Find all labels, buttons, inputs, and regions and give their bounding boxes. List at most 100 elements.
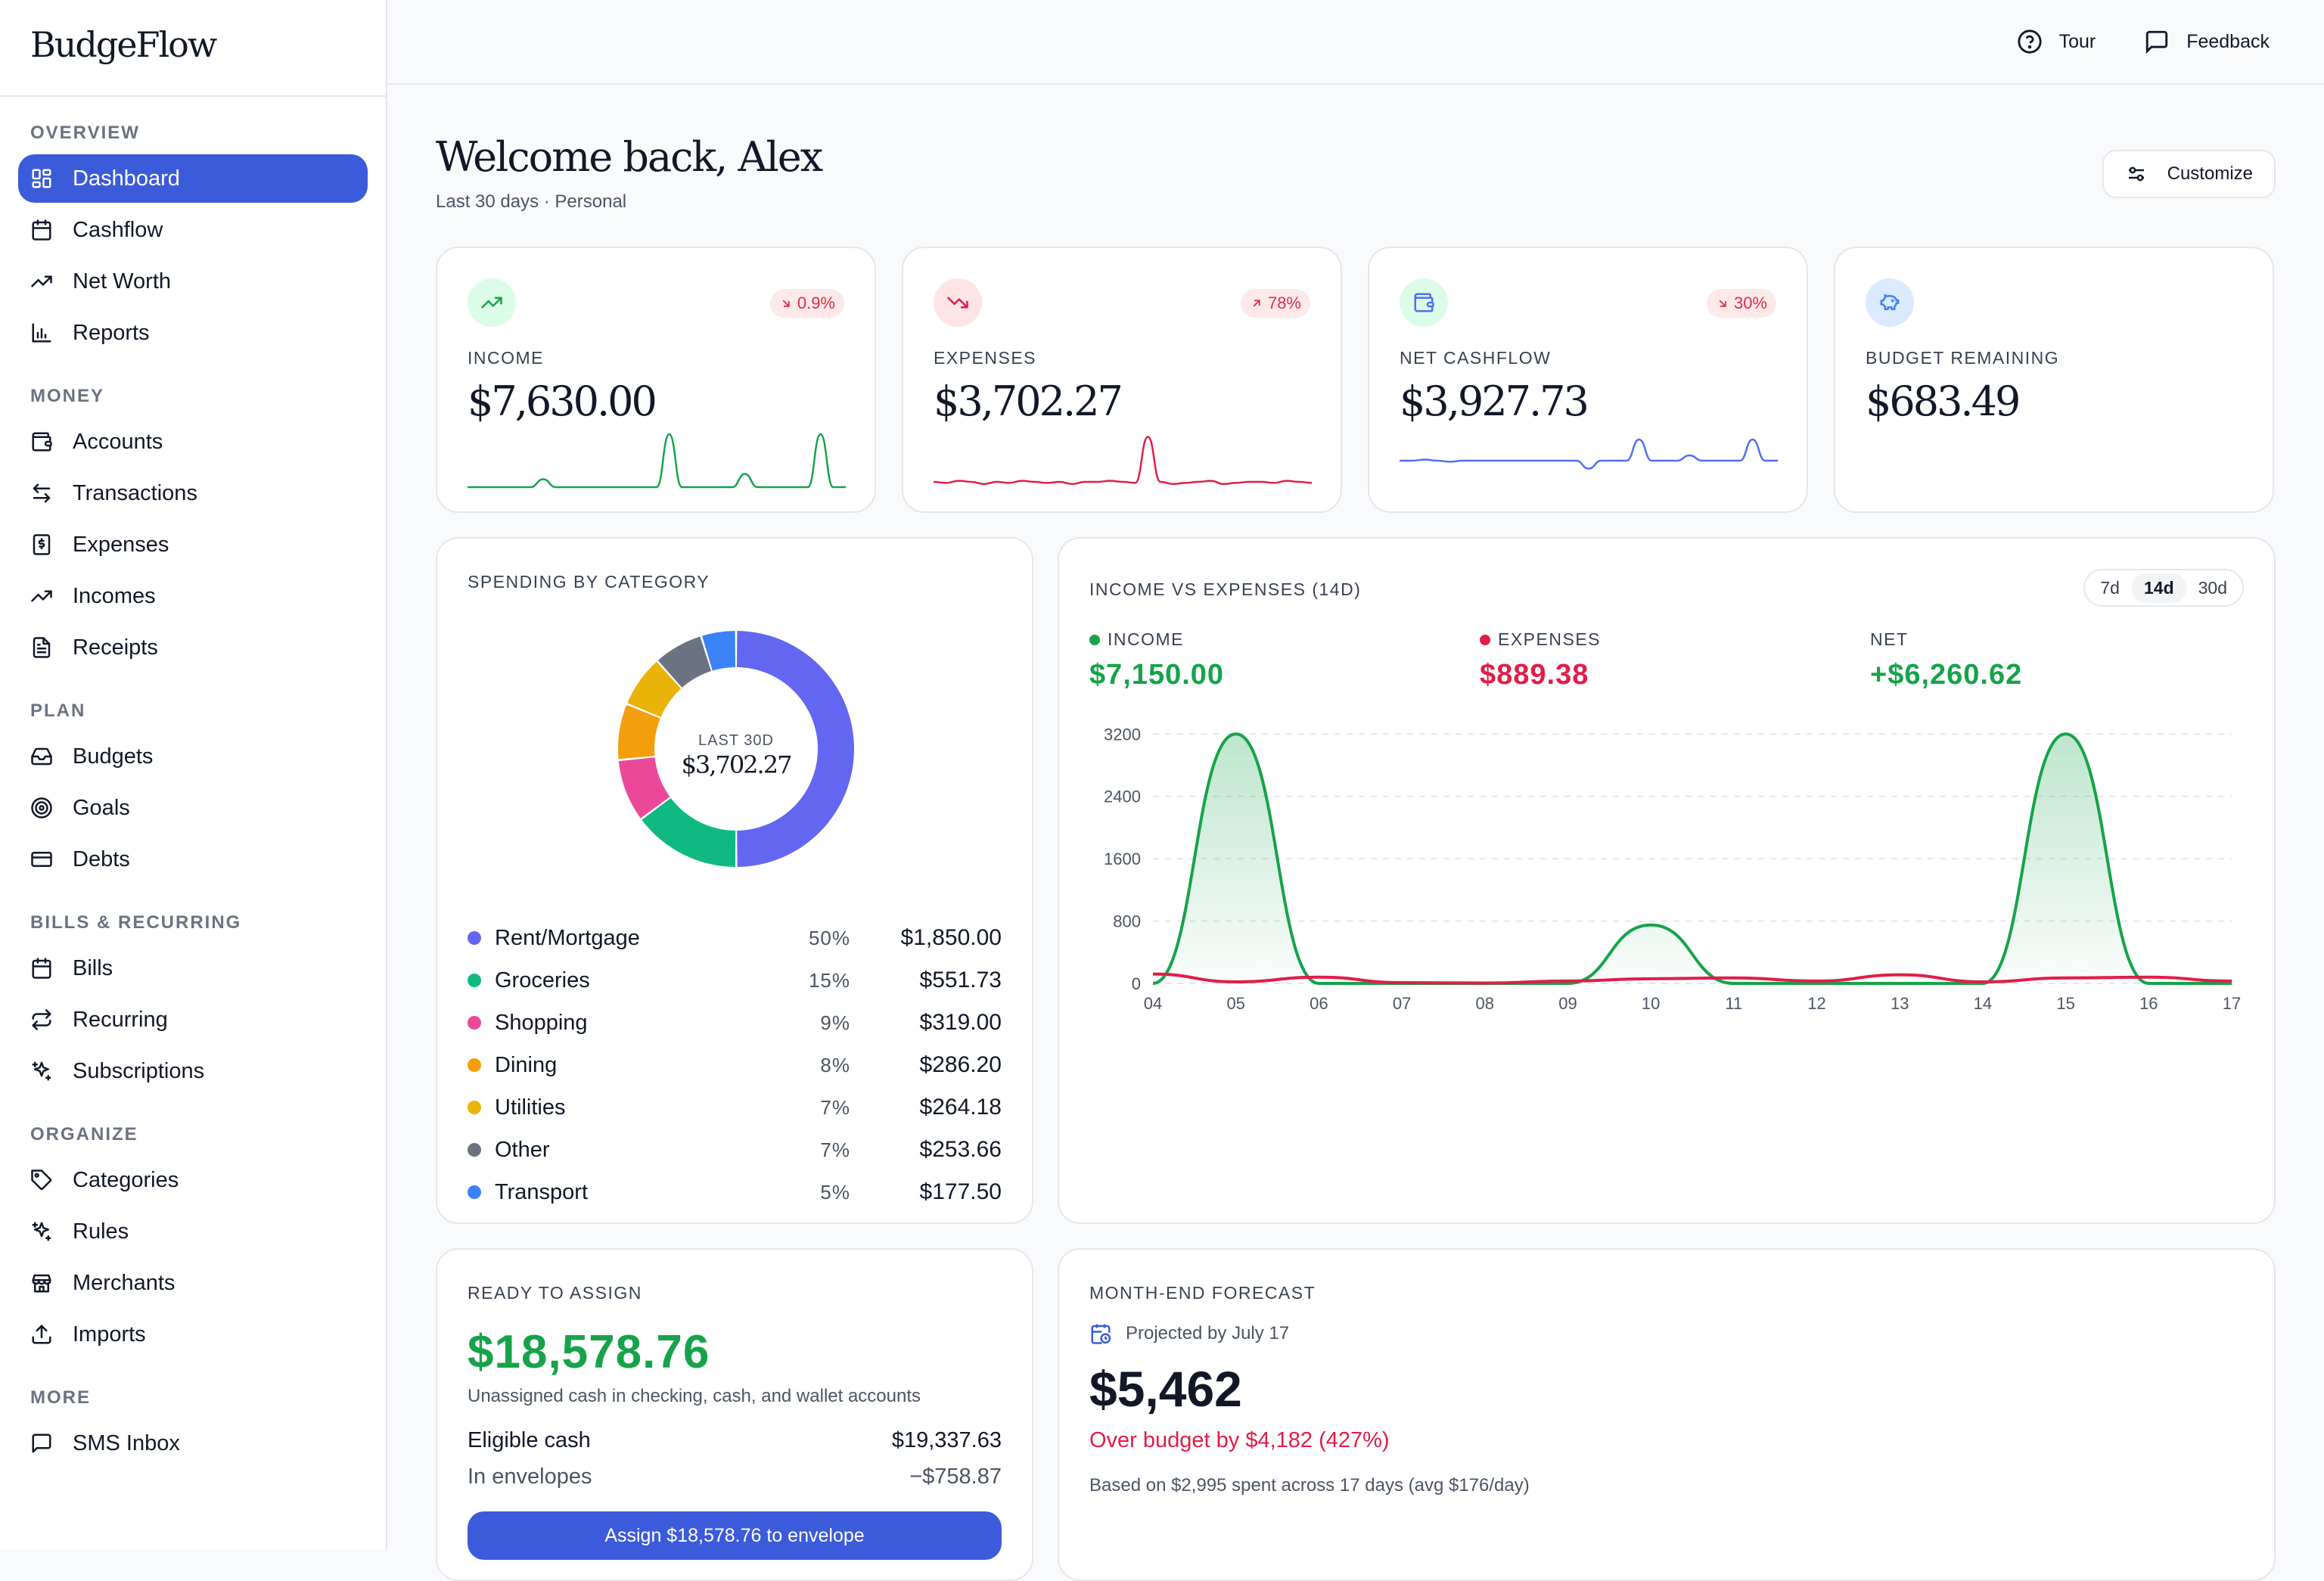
help-circle-icon	[2017, 30, 2042, 54]
range-option-30d[interactable]: 30d	[2198, 577, 2227, 598]
sidebar-item-reports[interactable]: Reports	[18, 309, 368, 357]
tour-button[interactable]: Tour	[2017, 29, 2096, 54]
income-vs-expenses-title: INCOME VS EXPENSES (14D)	[1089, 579, 1362, 599]
ready-to-assign-note: Unassigned cash in checking, cash, and w…	[468, 1386, 921, 1406]
sidebar-item-subscriptions[interactable]: Subscriptions	[18, 1047, 368, 1095]
donut-slice-dining[interactable]	[618, 704, 660, 759]
trend-up-icon	[31, 275, 52, 287]
sidebar-item-receipts[interactable]: Receipts	[18, 623, 368, 672]
sidebar-item-label: Transactions	[73, 480, 197, 505]
sidebar-item-budgets[interactable]: Budgets	[18, 732, 368, 781]
forecast-projected-label: Projected by July 17	[1126, 1323, 1290, 1343]
store-icon	[32, 1274, 51, 1293]
trend-up-icon	[31, 590, 52, 602]
page-subtitle: Last 30 days · Personal	[436, 191, 627, 212]
brand-logo[interactable]: BudgeFlow	[30, 24, 217, 65]
legend-category-percent: 15%	[808, 968, 850, 992]
legend-category-percent: 8%	[820, 1053, 850, 1076]
donut-slice-rent-mortgage[interactable]	[736, 631, 855, 867]
tour-label: Tour	[2058, 30, 2096, 52]
sidebar-item-label: SMS Inbox	[73, 1430, 180, 1455]
legend-category-percent: 7%	[820, 1095, 850, 1119]
legend-row[interactable]: Dining 8% $286.20	[468, 1044, 1002, 1086]
nav-section-heading: MORE	[30, 1387, 91, 1408]
donut-slice-utilities[interactable]	[627, 661, 682, 717]
income-vs-expenses-chart: 0 800 1600 2400 3200 04 05 06 07 08 09 10 11 12 13 14 15…	[1104, 725, 2241, 1013]
sidebar-item-label: Merchants	[73, 1270, 176, 1295]
y-tick-label: 3200	[1104, 725, 1141, 744]
legend-category-name: Rent/Mortgage	[495, 925, 640, 950]
nav-section-more: MORE SMS Inbox	[0, 1362, 386, 1468]
sidebar-item-goals[interactable]: Goals	[18, 784, 368, 832]
sidebar-item-recurring[interactable]: Recurring	[18, 996, 368, 1044]
nav-section-money: MONEY Accounts Transactions Expenses Incomes…	[0, 360, 386, 672]
legend-row[interactable]: Groceries 15% $551.73	[468, 959, 1002, 1002]
ready-to-assign-title: READY TO ASSIGN	[468, 1283, 642, 1303]
donut-slice-shopping[interactable]	[618, 757, 670, 818]
sidebar-item-net-worth[interactable]: Net Worth	[18, 257, 368, 306]
range-selector: 7d 14d 30d	[2083, 569, 2244, 607]
nav-section-heading: MONEY	[30, 386, 105, 406]
sidebar-item-label: Recurring	[73, 1007, 168, 1032]
donut-slice-transport[interactable]	[702, 631, 736, 671]
sidebar-item-expenses[interactable]: Expenses	[18, 520, 368, 569]
sidebar-item-sms-inbox[interactable]: SMS Inbox	[18, 1419, 368, 1468]
legend-category-amount: $177.50	[919, 1179, 1002, 1204]
legend-category-name: Transport	[495, 1179, 589, 1204]
stat-value: $3,702.27	[934, 377, 1123, 425]
assign-to-envelope-button[interactable]: Assign $18,578.76 to envelope	[468, 1511, 1002, 1560]
spending-by-category-card: SPENDING BY CATEGORY LAST 30D $3,702.27 …	[436, 537, 1033, 1224]
legend-swatch	[468, 1058, 481, 1072]
calendar-icon	[32, 219, 51, 241]
x-tick-label: 14	[1974, 994, 1992, 1013]
feedback-button[interactable]: Feedback	[2144, 29, 2270, 54]
sidebar-item-categories[interactable]: Categories	[18, 1156, 368, 1204]
month-end-forecast-card: MONTH-END FORECAST Projected by July 17 …	[1058, 1248, 2276, 1581]
metric-label: INCOME	[1089, 629, 1224, 650]
stat-icon-chip	[468, 278, 516, 327]
legend-row[interactable]: Transport 5% $177.50	[468, 1171, 1002, 1213]
legend-row[interactable]: Utilities 7% $264.18	[468, 1086, 1002, 1129]
calendar-clock-icon	[1091, 1324, 1111, 1344]
range-option-7d[interactable]: 7d	[2100, 577, 2120, 598]
metric-income: INCOME $7,150.00	[1089, 629, 1224, 691]
sidebar-item-bills[interactable]: Bills	[18, 944, 368, 992]
sidebar-nav: OVERVIEW Dashboard Cashflow Net Worth Report…	[0, 97, 386, 1468]
stat-change-badge: 78%	[1240, 289, 1310, 318]
sidebar-item-incomes[interactable]: Incomes	[18, 572, 368, 620]
sidebar-item-merchants[interactable]: Merchants	[18, 1259, 368, 1307]
sidebar: BudgeFlow OVERVIEW Dashboard Cashflow Net W…	[0, 0, 387, 1549]
metric-expenses: EXPENSES $889.38	[1480, 629, 1601, 691]
sidebar-item-cashflow[interactable]: Cashflow	[18, 206, 368, 254]
stat-sparkline	[934, 436, 1312, 486]
donut-slice-groceries[interactable]	[642, 797, 736, 867]
stat-label: NET CASHFLOW	[1400, 348, 1552, 368]
stat-card-income: 0.9% INCOME $7,630.00	[436, 247, 876, 513]
message-icon	[32, 1433, 51, 1453]
stat-card-expenses: 78% EXPENSES $3,702.27	[902, 247, 1342, 513]
sidebar-item-rules[interactable]: Rules	[18, 1207, 368, 1256]
forecast-amount: $5,462	[1089, 1361, 1242, 1417]
forecast-title: MONTH-END FORECAST	[1089, 1283, 1316, 1303]
sidebar-item-accounts[interactable]: Accounts	[18, 418, 368, 466]
sidebar-item-transactions[interactable]: Transactions	[18, 469, 368, 517]
stat-change-value: 78%	[1267, 294, 1301, 312]
donut-center-value: $3,702.27	[682, 750, 792, 779]
customize-button[interactable]: Customize	[2102, 150, 2276, 198]
legend-row[interactable]: Rent/Mortgage 50% $1,850.00	[468, 917, 1002, 959]
stat-value: $3,927.73	[1400, 377, 1589, 425]
range-option-14d[interactable]: 14d	[2131, 573, 2186, 603]
legend-category-name: Shopping	[495, 1010, 588, 1035]
legend-category-percent: 50%	[808, 926, 850, 949]
sidebar-item-debts[interactable]: Debts	[18, 835, 368, 884]
legend-swatch	[468, 1016, 481, 1030]
stat-change-value: 0.9%	[797, 294, 835, 312]
sidebar-item-imports[interactable]: Imports	[18, 1310, 368, 1359]
sidebar-item-dashboard[interactable]: Dashboard	[18, 154, 368, 203]
donut-slice-other[interactable]	[657, 636, 712, 688]
feedback-label: Feedback	[2186, 30, 2270, 52]
legend-row[interactable]: Other 7% $253.66	[468, 1129, 1002, 1171]
x-tick-label: 06	[1310, 994, 1328, 1013]
sparkles-icon	[32, 1061, 51, 1081]
legend-row[interactable]: Shopping 9% $319.00	[468, 1002, 1002, 1044]
